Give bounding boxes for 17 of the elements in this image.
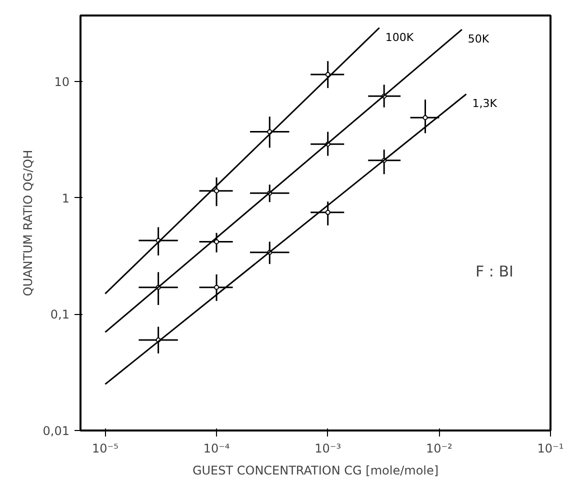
series-label: 100K [385, 30, 414, 44]
x-tick-label: 10⁻² [426, 442, 453, 456]
annotation: F : BI [476, 262, 514, 280]
series-label: 50K [468, 32, 490, 46]
y-tick-label: 0,1 [50, 308, 70, 322]
x-tick-label: 10⁻³ [314, 442, 342, 456]
y-tick-label: 0,01 [42, 424, 70, 438]
series-label: 1,3K [472, 97, 498, 110]
x-tick-label: 10⁻⁵ [92, 442, 119, 456]
y-tick-label: 1 [62, 191, 70, 206]
x-axis-title: GUEST CONCENTRATION CG [mole/mole] [192, 464, 439, 478]
point [325, 72, 330, 78]
y-tick-label: 10 [54, 75, 70, 90]
x-tick-label: 10⁻⁴ [203, 442, 230, 456]
x-tick-label: 10⁻¹ [537, 442, 564, 456]
point [325, 210, 330, 215]
y-axis-title: QUANTUM RATIO QG/QH [20, 150, 35, 296]
